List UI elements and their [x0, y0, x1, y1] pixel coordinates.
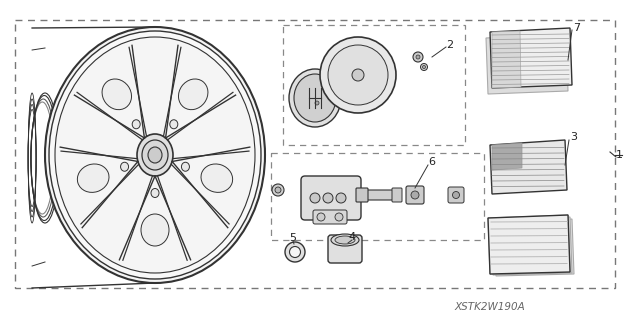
- Text: 2: 2: [447, 40, 454, 50]
- Text: 7: 7: [573, 23, 580, 33]
- FancyBboxPatch shape: [392, 188, 402, 202]
- Ellipse shape: [132, 120, 140, 129]
- Circle shape: [452, 191, 460, 198]
- Text: 4: 4: [348, 232, 356, 242]
- Ellipse shape: [141, 214, 169, 246]
- Circle shape: [289, 247, 301, 257]
- Polygon shape: [491, 217, 572, 275]
- Ellipse shape: [201, 164, 232, 192]
- Text: 5: 5: [289, 233, 296, 243]
- Circle shape: [411, 191, 419, 199]
- FancyBboxPatch shape: [328, 235, 362, 263]
- Text: 3: 3: [570, 132, 577, 142]
- Circle shape: [416, 55, 420, 59]
- Text: 1: 1: [616, 150, 623, 160]
- FancyBboxPatch shape: [356, 188, 368, 202]
- FancyBboxPatch shape: [406, 186, 424, 204]
- Circle shape: [420, 63, 428, 70]
- Ellipse shape: [45, 27, 265, 283]
- Circle shape: [320, 37, 396, 113]
- Polygon shape: [488, 215, 570, 274]
- Ellipse shape: [137, 134, 173, 176]
- Circle shape: [285, 242, 305, 262]
- Circle shape: [275, 187, 281, 193]
- Ellipse shape: [77, 164, 109, 192]
- Ellipse shape: [335, 236, 355, 244]
- FancyBboxPatch shape: [448, 187, 464, 203]
- Ellipse shape: [179, 79, 208, 110]
- Polygon shape: [488, 215, 570, 274]
- Ellipse shape: [331, 234, 359, 246]
- Ellipse shape: [120, 162, 129, 171]
- Circle shape: [328, 45, 388, 105]
- Circle shape: [335, 213, 343, 221]
- Polygon shape: [490, 28, 572, 88]
- Circle shape: [352, 69, 364, 81]
- FancyBboxPatch shape: [313, 210, 347, 224]
- Ellipse shape: [49, 31, 261, 279]
- Polygon shape: [494, 219, 574, 276]
- Bar: [283, 25, 465, 145]
- Ellipse shape: [289, 69, 341, 127]
- Circle shape: [336, 193, 346, 203]
- Circle shape: [310, 193, 320, 203]
- Ellipse shape: [170, 120, 178, 129]
- Polygon shape: [492, 31, 521, 88]
- Ellipse shape: [102, 79, 131, 110]
- Text: 6: 6: [429, 157, 435, 167]
- Circle shape: [422, 65, 426, 69]
- FancyBboxPatch shape: [301, 176, 361, 220]
- Ellipse shape: [55, 37, 255, 273]
- Circle shape: [317, 213, 325, 221]
- Ellipse shape: [142, 140, 168, 170]
- Ellipse shape: [151, 189, 159, 197]
- Polygon shape: [490, 140, 567, 194]
- Bar: [271, 153, 484, 240]
- Polygon shape: [486, 34, 568, 94]
- Ellipse shape: [294, 74, 336, 122]
- FancyBboxPatch shape: [364, 190, 394, 200]
- Circle shape: [272, 184, 284, 196]
- Bar: [15, 20, 615, 288]
- Text: XSTK2W190A: XSTK2W190A: [454, 302, 525, 312]
- Circle shape: [315, 101, 319, 105]
- Circle shape: [413, 52, 423, 62]
- Ellipse shape: [148, 147, 162, 163]
- Circle shape: [323, 193, 333, 203]
- Polygon shape: [492, 143, 522, 170]
- Ellipse shape: [181, 162, 189, 171]
